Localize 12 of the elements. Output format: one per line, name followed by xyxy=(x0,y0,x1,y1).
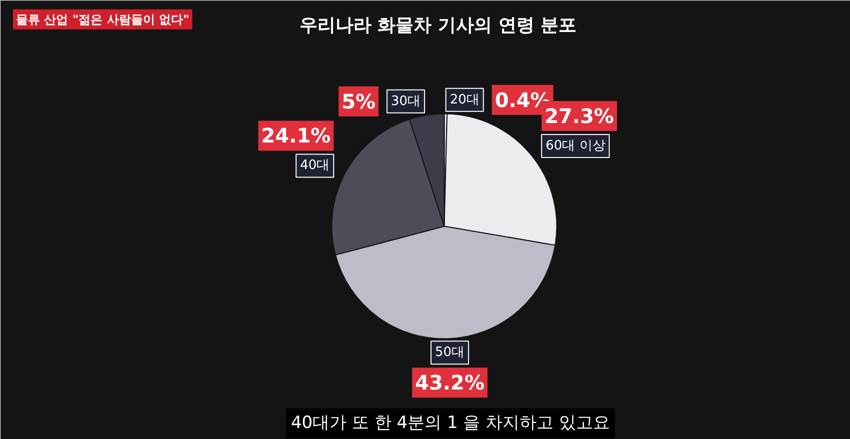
text: 물류 산업 "젊은 사람들이 없다" xyxy=(16,12,190,26)
slice-label: 60대 이상 xyxy=(546,138,606,154)
slice-label: 20대 xyxy=(450,92,480,108)
chart-title: 우리나라 화물차 기사의 연령 분포 xyxy=(299,15,577,36)
data-label: 24.1% xyxy=(261,124,331,148)
text: 40대가 또 한 4분의 1 을 차지하고 있고요 xyxy=(290,413,610,434)
data-label: 27.3% xyxy=(544,104,614,128)
data-label: 43.2% xyxy=(415,370,484,395)
slice-label: 40대 xyxy=(300,158,330,174)
slice-label: 50대 xyxy=(435,345,465,360)
slice-label: 30대 xyxy=(390,94,421,109)
data-label: 5% xyxy=(342,89,376,114)
